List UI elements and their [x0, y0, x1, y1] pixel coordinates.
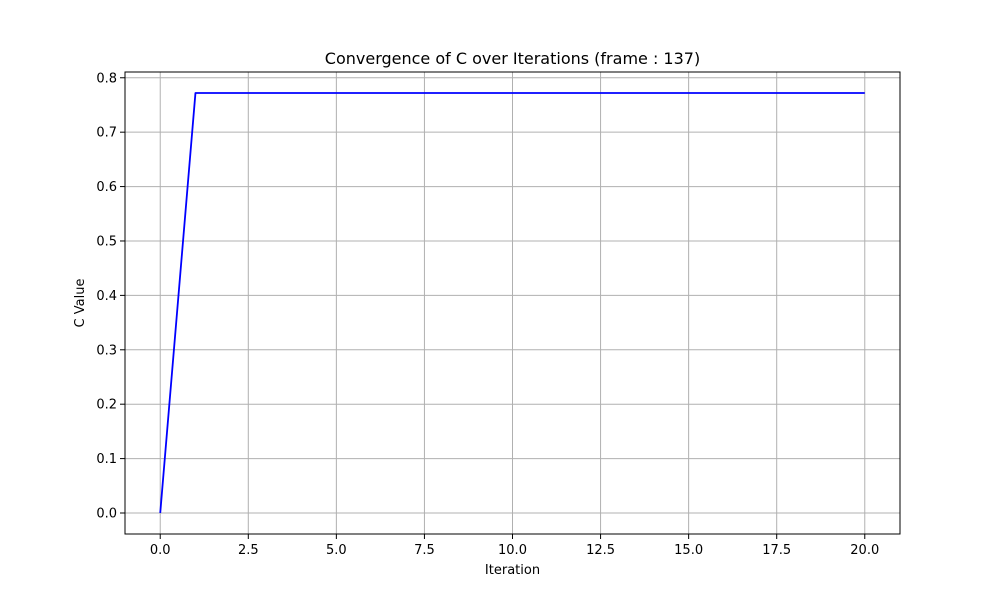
- series-line: [159, 92, 865, 514]
- x-tick-label: 15.0: [674, 543, 703, 558]
- y-tick-label: 0.7: [96, 126, 117, 141]
- y-tick-label: 0.1: [96, 452, 117, 467]
- y-tick-label: 0.8: [96, 71, 117, 86]
- tick-layer: 0.0 2.5 5.0 7.5 10.0 12.5 15.0 17.5 20.0 0.0 0.1 0.…: [96, 71, 879, 558]
- x-tick-label: 17.5: [762, 543, 791, 558]
- y-tick-label: 0.2: [96, 398, 117, 413]
- y-tick-label: 0.4: [96, 289, 117, 304]
- x-tick-label: 0.0: [150, 543, 171, 558]
- series-layer: [159, 92, 865, 514]
- x-tick-label: 10.0: [498, 543, 527, 558]
- x-tick-label: 7.5: [414, 543, 435, 558]
- x-tick-label: 2.5: [238, 543, 259, 558]
- y-axis-label: C Value: [73, 279, 88, 328]
- x-tick-label: 12.5: [586, 543, 615, 558]
- x-axis-label: Iteration: [485, 563, 540, 578]
- grid-layer: [125, 72, 900, 534]
- y-tick-label: 0.5: [96, 234, 117, 249]
- y-tick-label: 0.0: [96, 507, 117, 522]
- x-tick-label: 5.0: [326, 543, 347, 558]
- y-tick-label: 0.6: [96, 180, 117, 195]
- x-tick-label: 20.0: [850, 543, 879, 558]
- y-tick-label: 0.3: [96, 343, 117, 358]
- chart-title: Convergence of C over Iterations (frame …: [325, 49, 700, 68]
